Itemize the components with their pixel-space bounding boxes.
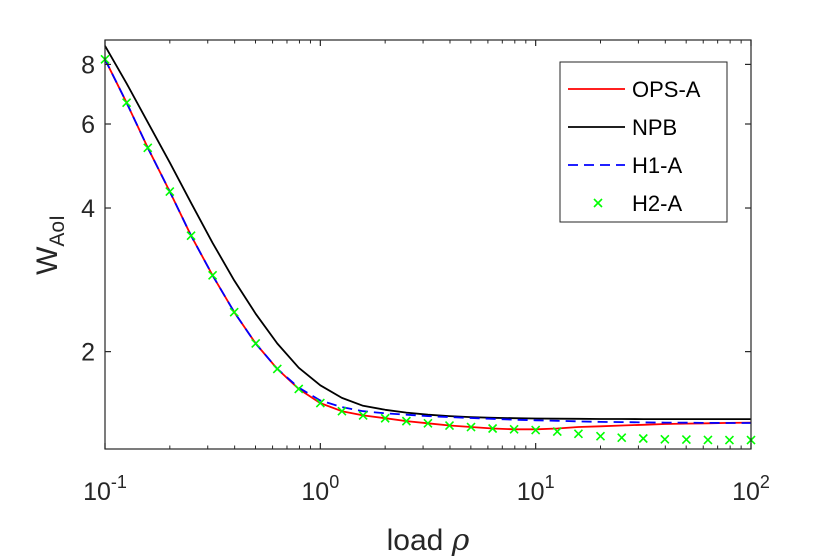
y-tick-label: 4 bbox=[81, 195, 95, 223]
marker-stroke bbox=[724, 435, 734, 445]
legend-label: NPB bbox=[632, 115, 677, 140]
y-tick-label: 6 bbox=[81, 111, 95, 139]
marker-stroke bbox=[466, 422, 476, 432]
legend-marker bbox=[593, 198, 603, 208]
data-point-h2-a bbox=[229, 307, 239, 317]
marker-stroke bbox=[444, 420, 455, 431]
marker-stroke bbox=[358, 410, 368, 420]
y-tick-label: 8 bbox=[81, 51, 95, 79]
x-tick-label: 10-1 bbox=[83, 472, 127, 506]
marker-stroke bbox=[186, 231, 196, 241]
x-tick-label: 101 bbox=[517, 472, 555, 506]
data-point-h2-a bbox=[509, 424, 519, 434]
marker-stroke bbox=[294, 384, 304, 394]
data-point-h2-a bbox=[401, 416, 411, 426]
x-tick-label-exponent: 1 bbox=[545, 472, 555, 492]
marker-stroke bbox=[122, 98, 132, 108]
data-point-h2-a bbox=[122, 98, 132, 108]
data-point-h2-a bbox=[251, 338, 261, 349]
marker-stroke bbox=[573, 429, 584, 439]
data-point-h2-a bbox=[595, 431, 606, 441]
x-tick-label-base: 10 bbox=[301, 478, 329, 506]
marker-stroke bbox=[165, 187, 175, 197]
marker-stroke bbox=[638, 433, 648, 444]
x-tick-label: 102 bbox=[732, 472, 770, 506]
marker-stroke bbox=[251, 338, 261, 349]
x-tick-label-exponent: 0 bbox=[329, 472, 339, 492]
x-axis-label: load ρ bbox=[387, 523, 470, 558]
marker-stroke bbox=[272, 364, 282, 374]
data-point-h2-a bbox=[573, 429, 584, 439]
marker-stroke bbox=[229, 307, 239, 317]
data-point-h2-a bbox=[617, 433, 627, 443]
legend-entry-ops-a: OPS-A bbox=[568, 77, 701, 102]
y-axis-label-subscript: AoI bbox=[46, 215, 69, 247]
tick-layer bbox=[104, 40, 752, 449]
data-point-h2-a bbox=[531, 425, 541, 435]
data-point-h2-a bbox=[143, 143, 153, 153]
x-axis-label-symbol: ρ bbox=[451, 523, 470, 558]
legend: OPS-A NPB H1-A H2-A bbox=[559, 61, 728, 223]
data-point-h2-a bbox=[681, 435, 691, 445]
data-point-h2-a bbox=[423, 418, 433, 428]
data-point-h2-a bbox=[315, 398, 325, 408]
marker-stroke bbox=[315, 398, 325, 408]
data-point-h2-a bbox=[488, 423, 498, 434]
x-tick-label-base: 10 bbox=[732, 478, 760, 506]
series-h2-a bbox=[100, 54, 756, 445]
legend-label: OPS-A bbox=[632, 77, 701, 102]
legend-label: H1-A bbox=[632, 153, 682, 178]
x-tick-label-exponent: -1 bbox=[111, 472, 127, 492]
marker-stroke bbox=[337, 406, 347, 416]
marker-stroke bbox=[423, 418, 433, 428]
legend-entry-h1-a: H1-A bbox=[568, 153, 682, 178]
marker-stroke bbox=[509, 424, 519, 434]
data-point-h2-a bbox=[703, 435, 713, 445]
data-point-h2-a bbox=[208, 270, 218, 280]
marker-stroke bbox=[531, 425, 541, 435]
data-point-h2-a bbox=[444, 420, 455, 431]
marker-stroke bbox=[552, 426, 562, 437]
marker-stroke bbox=[617, 433, 627, 443]
data-point-h2-a bbox=[638, 433, 648, 444]
y-tick-label: 2 bbox=[81, 339, 95, 367]
x-tick-label-base: 10 bbox=[83, 478, 111, 506]
data-point-h2-a bbox=[552, 426, 562, 437]
marker-stroke bbox=[681, 435, 691, 445]
data-point-h2-a bbox=[358, 410, 368, 420]
y-axis-label: WAoI bbox=[31, 215, 69, 275]
x-tick-labels: 10-1 100 101 102 bbox=[83, 472, 770, 506]
data-point-h2-a bbox=[724, 435, 734, 445]
marker-stroke bbox=[703, 435, 713, 445]
x-tick-label-base: 10 bbox=[517, 478, 545, 506]
data-point-h2-a bbox=[466, 422, 476, 432]
data-point-h2-a bbox=[294, 384, 304, 394]
legend-label: H2-A bbox=[632, 191, 682, 216]
x-tick-label-exponent: 2 bbox=[760, 472, 770, 492]
data-point-h2-a bbox=[337, 406, 347, 416]
series-line-npb bbox=[104, 45, 751, 421]
data-point-h2-a bbox=[660, 434, 670, 444]
data-point-h2-a bbox=[380, 413, 390, 423]
marker-stroke bbox=[488, 423, 498, 434]
plot-frame bbox=[104, 39, 752, 450]
data-point-h2-a bbox=[272, 364, 282, 374]
x-tick-label: 100 bbox=[301, 472, 339, 506]
legend-entry-npb: NPB bbox=[568, 115, 677, 140]
marker-stroke bbox=[595, 431, 606, 441]
marker-stroke bbox=[401, 416, 411, 426]
series-layer bbox=[100, 45, 756, 445]
legend-entry-h2-a: H2-A bbox=[593, 191, 682, 216]
marker-stroke bbox=[380, 413, 390, 423]
data-point-h2-a bbox=[165, 187, 175, 197]
marker-stroke bbox=[208, 270, 218, 280]
marker-stroke bbox=[143, 143, 153, 153]
y-tick-labels: 2 4 6 8 bbox=[81, 51, 95, 366]
marker-stroke bbox=[660, 434, 670, 444]
data-point-h2-a bbox=[186, 231, 196, 241]
